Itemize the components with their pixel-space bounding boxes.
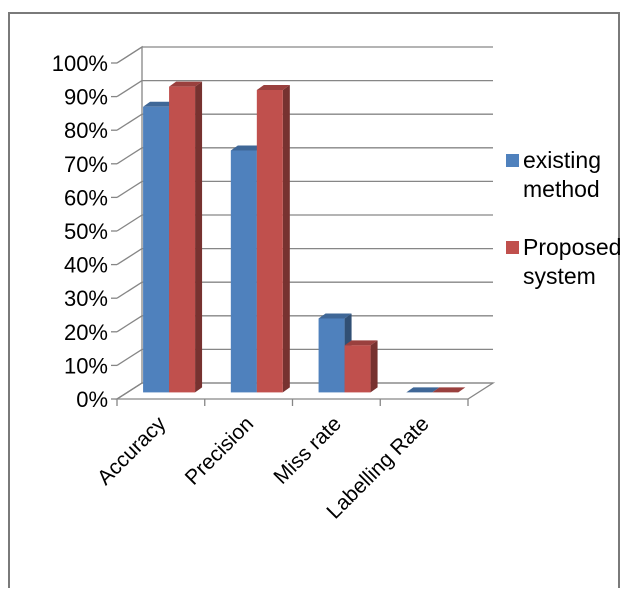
gridline-side xyxy=(116,46,143,64)
y-tick-label: 80% xyxy=(64,118,108,143)
bar-front xyxy=(256,90,283,393)
chart-frame xyxy=(8,12,620,588)
bar-top xyxy=(256,85,290,90)
bar-proposed-system-miss-rate xyxy=(344,340,378,393)
gridline-side xyxy=(116,214,143,232)
bar-side xyxy=(195,81,203,393)
bar-side xyxy=(282,85,290,393)
y-tick-label: 20% xyxy=(64,320,108,345)
gridline-side xyxy=(116,382,143,400)
bar-top xyxy=(143,101,177,107)
bar-top xyxy=(432,387,466,393)
bar-existing-method-labelling-rate xyxy=(406,387,440,393)
bar-proposed-system-accuracy xyxy=(169,81,203,393)
legend-swatch-proposed-system xyxy=(506,241,519,254)
bar-front xyxy=(230,150,257,393)
gridline-side xyxy=(116,80,143,98)
y-tick-label: 90% xyxy=(64,85,108,110)
legend-item-existing-method: existing method xyxy=(503,146,623,204)
bar-side xyxy=(370,340,378,393)
x-tick-label: Miss rate xyxy=(269,412,346,489)
legend-item-proposed-system: Proposed system xyxy=(503,233,623,291)
gridline-side xyxy=(116,315,143,333)
bar-top xyxy=(169,81,203,87)
y-axis-tick-labels: 0% 10% 20% 30% 40% 50% 60% 70% 80% 90% 100% xyxy=(52,51,108,412)
bar-front xyxy=(143,106,170,393)
legend-label-proposed-system: Proposed system xyxy=(523,234,622,289)
y-tick-label: 40% xyxy=(64,253,108,278)
y-tick-label: 50% xyxy=(64,219,108,244)
y-tick-label: 100% xyxy=(52,51,108,76)
bar-front xyxy=(344,345,371,393)
y-tick-label: 0% xyxy=(76,387,108,412)
legend-label-existing-method: existing method xyxy=(523,147,601,202)
bar-top xyxy=(344,340,378,346)
bar-proposed-system-labelling-rate xyxy=(432,387,466,393)
legend-swatch-existing-method xyxy=(506,154,519,167)
gridline-side xyxy=(116,113,143,131)
gridline-side xyxy=(116,147,143,165)
gridline-side xyxy=(116,281,143,299)
y-tick-label: 70% xyxy=(64,152,108,177)
bars xyxy=(143,81,466,393)
bar-proposed-system-precision xyxy=(256,85,290,393)
bar-front xyxy=(169,86,196,393)
bar-front xyxy=(318,318,345,393)
bar-top xyxy=(406,387,440,393)
y-tick-label: 10% xyxy=(64,353,108,378)
x-tick-label: Accuracy xyxy=(93,412,171,490)
gridline-side xyxy=(116,248,143,266)
legend: existing method Proposed system xyxy=(503,146,623,291)
gridline-side xyxy=(116,348,143,366)
bar-top xyxy=(230,145,264,151)
y-tick-label: 30% xyxy=(64,286,108,311)
y-tick-label: 60% xyxy=(64,185,108,210)
bar-top xyxy=(318,313,352,319)
x-tick-label: Precision xyxy=(181,412,258,489)
gridline-side xyxy=(116,180,143,198)
